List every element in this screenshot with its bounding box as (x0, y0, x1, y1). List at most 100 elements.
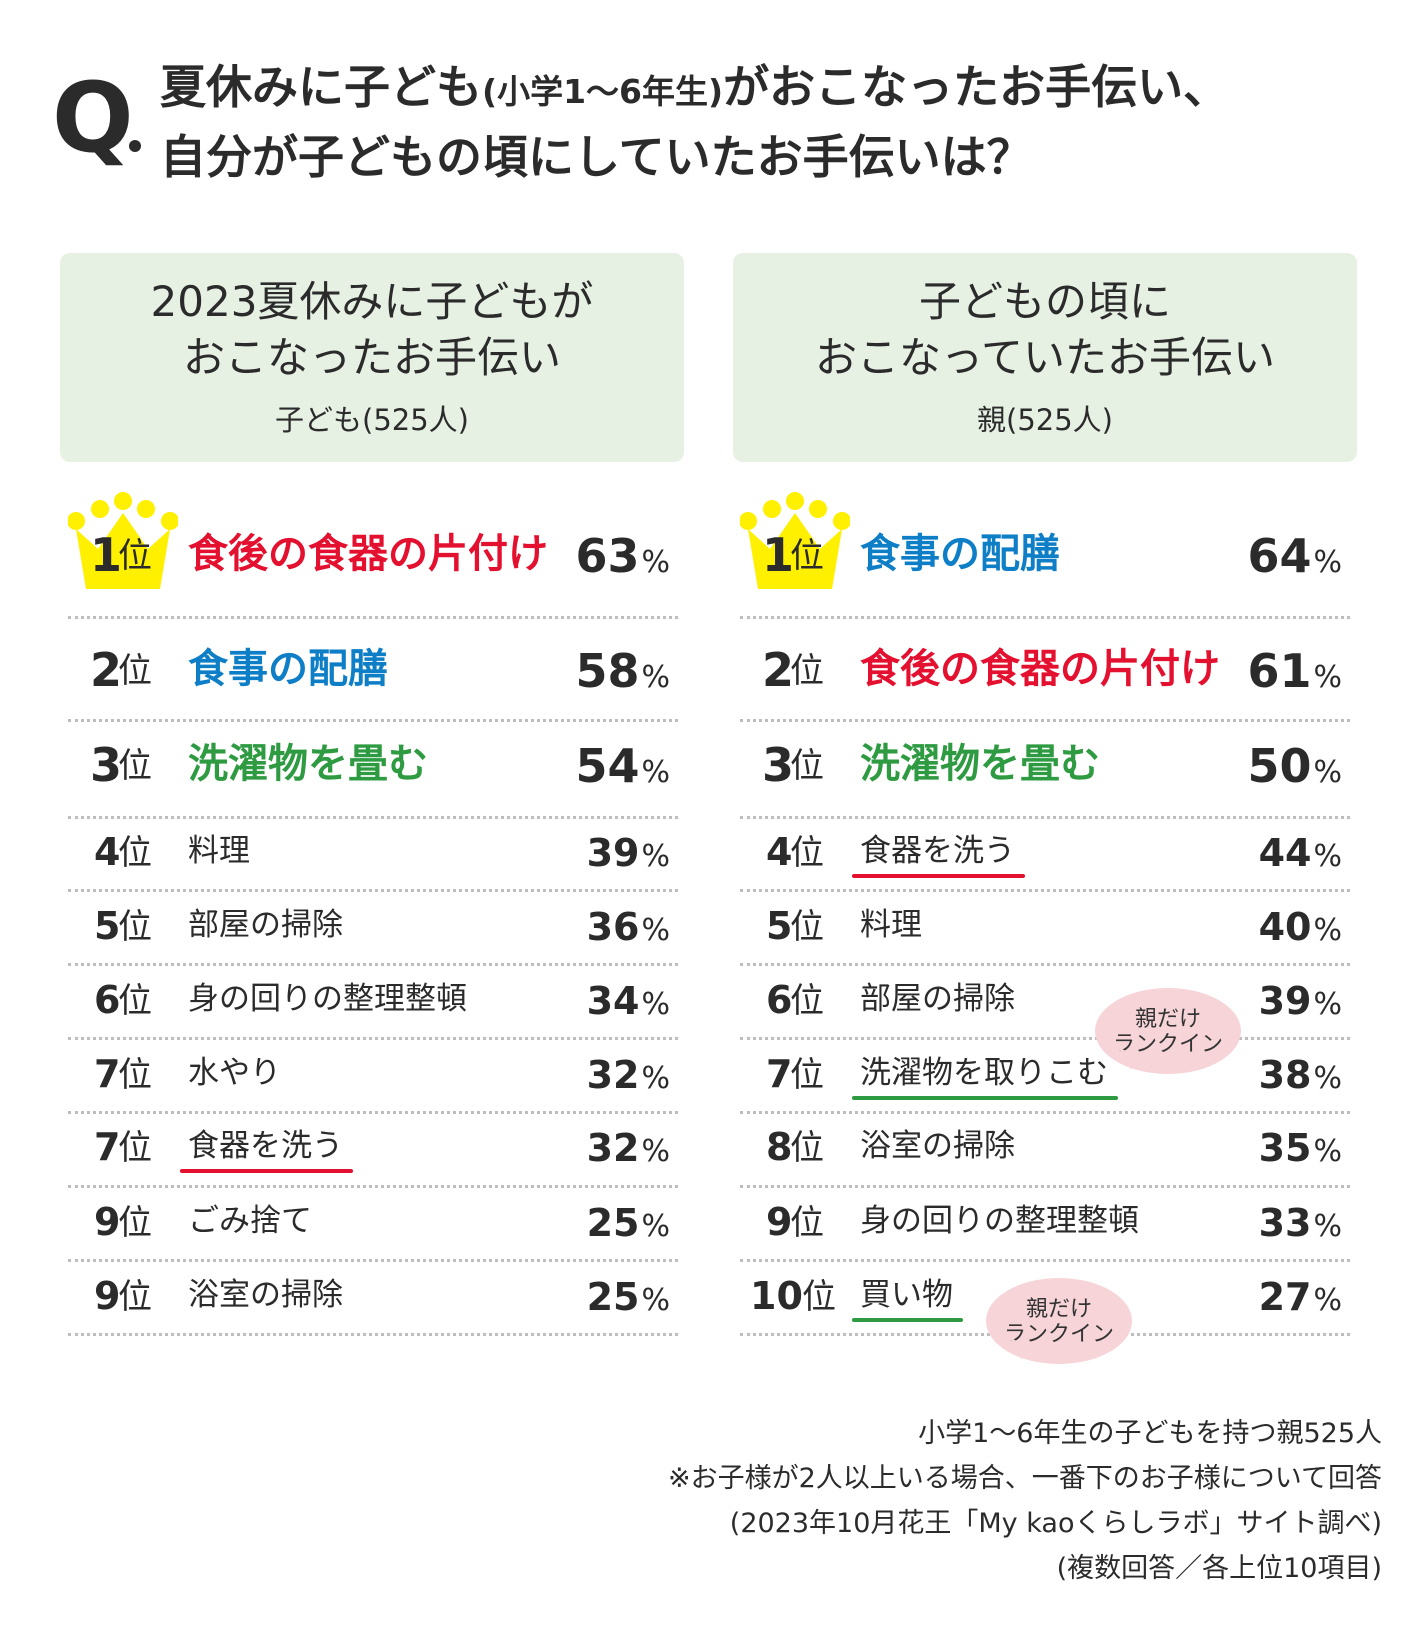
percent-sign: % (641, 987, 670, 1022)
percent-sign: % (1313, 913, 1342, 948)
row-separator (68, 1185, 678, 1188)
row-separator (68, 616, 678, 619)
percent-number: 58 (575, 644, 640, 698)
percent-number: 27 (1258, 1275, 1312, 1319)
rank-suffix: 位 (790, 907, 824, 947)
rank-suffix: 位 (118, 1055, 152, 1095)
footnote-1: 小学1〜6年生の子どもを持つ親525人 (918, 1418, 1382, 1449)
rank-number: 4 (766, 830, 793, 874)
rank-number: 10 (750, 1274, 803, 1318)
percent-sign: % (641, 1061, 670, 1096)
rank-number: 7 (766, 1052, 793, 1096)
rank-suffix: 位 (118, 536, 152, 576)
percent-sign: % (641, 839, 670, 874)
left-panel-title-2: おこなったお手伝い (182, 333, 561, 382)
percent-sign: % (641, 1283, 670, 1318)
task-label: 食後の食器の片付け (860, 646, 1220, 692)
row-separator (740, 1185, 1350, 1188)
task-underline (852, 1318, 963, 1322)
right-panel-title-1: 子どもの頃に (918, 277, 1171, 326)
percent-value: 34% (587, 982, 670, 1020)
percent-number: 64 (1247, 529, 1312, 583)
badge-line-1: 親だけ (1134, 1007, 1201, 1032)
task-label: 食事の配膳 (860, 531, 1060, 577)
rank-number: 5 (766, 904, 793, 948)
row-separator (68, 816, 678, 819)
rank-suffix: 位 (790, 1128, 824, 1168)
row-separator (68, 719, 678, 722)
percent-sign: % (1313, 1061, 1342, 1096)
percent-value: 61% (1247, 648, 1342, 694)
footnote-4: (複数回答／各上位10項目) (1056, 1553, 1382, 1584)
rank-number: 1 (90, 528, 123, 582)
percent-sign: % (1313, 987, 1342, 1022)
task-label: 料理 (860, 907, 922, 943)
percent-value: 27% (1259, 1278, 1342, 1316)
question-dot (129, 140, 141, 152)
percent-value: 32% (587, 1056, 670, 1094)
task-label: 食器を洗う (188, 1128, 343, 1164)
task-label: 身の回りの整理整頓 (860, 1203, 1139, 1239)
row-separator (68, 1333, 678, 1336)
left-panel-header: 2023夏休みに子どもが おこなったお手伝い 子ども(525人) (60, 253, 684, 462)
task-label: 洗濯物を取りこむ (860, 1055, 1108, 1091)
percent-number: 40 (1258, 905, 1312, 949)
percent-number: 50 (1247, 739, 1312, 793)
task-label: 食器を洗う (860, 833, 1015, 869)
percent-number: 39 (586, 831, 640, 875)
rank-suffix: 位 (118, 833, 152, 873)
right-panel-title-2: おこなっていたお手伝い (815, 333, 1275, 382)
rank-number: 2 (762, 643, 795, 697)
percent-number: 54 (575, 739, 640, 793)
rank-number: 2 (90, 643, 123, 697)
rank-number: 3 (90, 738, 123, 792)
rank-suffix: 位 (790, 536, 824, 576)
question-line-1-a: 夏休みに子ども (160, 60, 482, 114)
crown-icon (68, 492, 178, 589)
rank-number: 7 (94, 1125, 121, 1169)
task-underline (180, 1169, 353, 1173)
parent-only-badge: 親だけ ランクイン (1095, 988, 1241, 1074)
row-separator (740, 719, 1350, 722)
percent-sign: % (1313, 1209, 1342, 1244)
percent-sign: % (1313, 755, 1342, 790)
row-separator (68, 1259, 678, 1262)
percent-sign: % (1313, 545, 1342, 580)
question-line-2: 自分が子どもの頃にしていたお手伝いは？ (154, 134, 1039, 188)
percent-value: 25% (587, 1278, 670, 1316)
row-separator (740, 1111, 1350, 1114)
left-panel-title-1: 2023夏休みに子どもが (150, 277, 594, 326)
percent-value: 25% (587, 1204, 670, 1242)
rank-suffix: 位 (790, 1055, 824, 1095)
task-label: 買い物 (860, 1277, 953, 1313)
task-label: 食事の配膳 (188, 646, 388, 692)
percent-sign: % (1313, 1134, 1342, 1169)
row-separator (740, 1037, 1350, 1040)
rank-suffix: 位 (802, 1277, 836, 1317)
rank-suffix: 位 (118, 907, 152, 947)
parent-only-badge: 親だけ ランクイン (986, 1278, 1132, 1364)
percent-value: 39% (1259, 982, 1342, 1020)
rank-number: 8 (766, 1125, 793, 1169)
percent-value: 58% (575, 648, 670, 694)
percent-sign: % (641, 545, 670, 580)
rank-number: 4 (94, 830, 121, 874)
task-underline (852, 1096, 1118, 1100)
rank-suffix: 位 (790, 833, 824, 873)
percent-value: 33% (1259, 1204, 1342, 1242)
percent-number: 25 (586, 1201, 640, 1245)
percent-value: 54% (575, 743, 670, 789)
badge-line-1: 親だけ (1025, 1297, 1092, 1322)
task-label: 洗濯物を畳む (188, 741, 428, 787)
percent-value: 44% (1259, 834, 1342, 872)
rank-suffix: 位 (118, 1128, 152, 1168)
task-label: 食後の食器の片付け (188, 531, 548, 577)
rank-suffix: 位 (790, 746, 824, 786)
percent-value: 32% (587, 1129, 670, 1167)
percent-value: 39% (587, 834, 670, 872)
right-panel-subtitle: 親(525人) (977, 403, 1113, 437)
task-label: 浴室の掃除 (188, 1277, 343, 1313)
row-separator (68, 963, 678, 966)
row-separator (68, 1037, 678, 1040)
rank-suffix: 位 (118, 1277, 152, 1317)
